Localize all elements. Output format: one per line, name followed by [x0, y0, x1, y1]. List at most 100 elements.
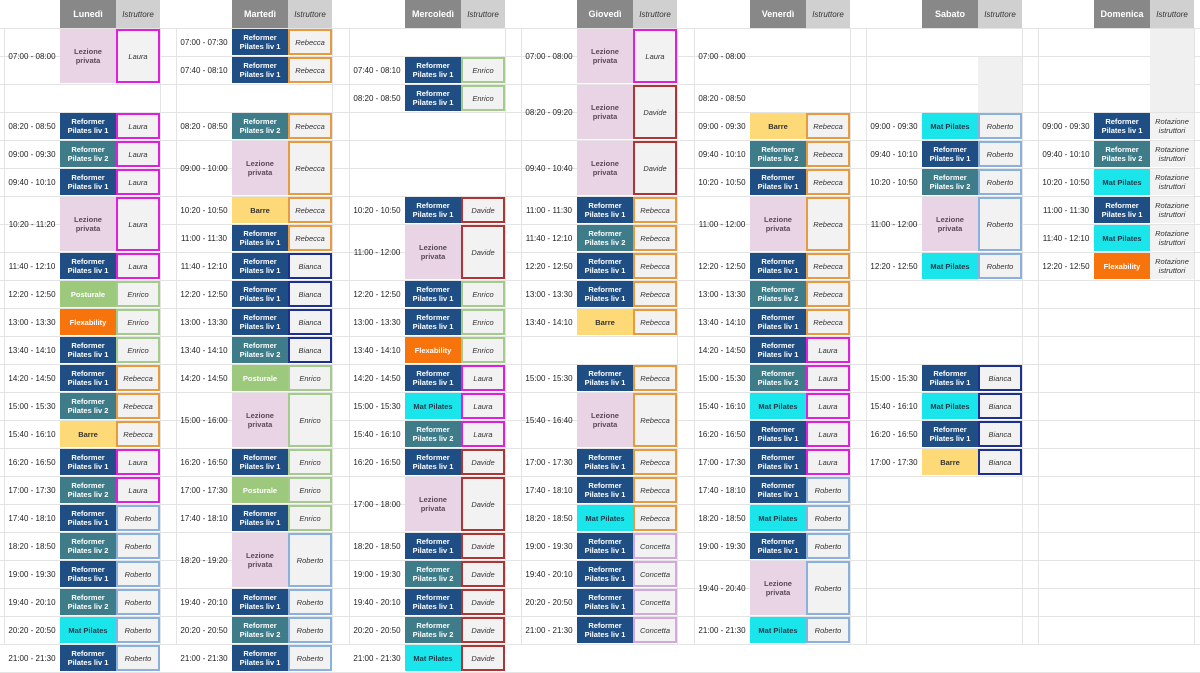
instructor-cell[interactable]: Rebecca [288, 197, 332, 223]
instructor-cell[interactable]: Davide [633, 141, 677, 195]
instructor-cell[interactable]: Roberto [288, 589, 332, 615]
class-cell-reformer-pilates-liv-1[interactable]: Reformer Pilates liv 1 [1094, 113, 1150, 139]
class-cell-lezione-privata[interactable]: Lezione privata [232, 393, 288, 447]
class-cell-reformer-pilates-liv-1[interactable]: Reformer Pilates liv 1 [405, 365, 461, 391]
class-cell-reformer-pilates-liv-1[interactable]: Reformer Pilates liv 1 [577, 449, 633, 475]
class-cell-mat-pilates[interactable]: Mat Pilates [922, 393, 978, 419]
class-cell-lezione-privata[interactable]: Lezione privata [405, 225, 461, 279]
instructor-cell[interactable]: Roberto [978, 253, 1022, 279]
instructor-cell[interactable]: Laura [806, 421, 850, 447]
instructor-cell[interactable]: Rebecca [633, 365, 677, 391]
instructor-cell[interactable]: Enrico [461, 57, 505, 83]
class-cell-reformer-pilates-liv-1[interactable]: Reformer Pilates liv 1 [405, 449, 461, 475]
instructor-cell[interactable]: Rotazione istruttori [1150, 169, 1194, 195]
instructor-cell[interactable]: Bianca [288, 253, 332, 279]
instructor-cell[interactable]: Roberto [806, 617, 850, 643]
instructor-cell[interactable]: Enrico [116, 281, 160, 307]
instructor-cell[interactable]: Roberto [116, 645, 160, 671]
class-cell-reformer-pilates-liv-1[interactable]: Reformer Pilates liv 1 [60, 365, 116, 391]
class-cell-mat-pilates[interactable]: Mat Pilates [405, 393, 461, 419]
instructor-cell[interactable]: Enrico [288, 365, 332, 391]
instructor-cell[interactable]: Rebecca [288, 29, 332, 55]
class-cell-reformer-pilates-liv-1[interactable]: Reformer Pilates liv 1 [60, 253, 116, 279]
class-cell-reformer-pilates-liv-2[interactable]: Reformer Pilates liv 2 [60, 533, 116, 559]
class-cell-reformer-pilates-liv-1[interactable]: Reformer Pilates liv 1 [232, 57, 288, 83]
class-cell-reformer-pilates-liv-1[interactable]: Reformer Pilates liv 1 [232, 589, 288, 615]
instructor-cell[interactable]: Rebecca [806, 281, 850, 307]
class-cell-reformer-pilates-liv-1[interactable]: Reformer Pilates liv 1 [60, 561, 116, 587]
class-cell-reformer-pilates-liv-2[interactable]: Reformer Pilates liv 2 [405, 421, 461, 447]
class-cell-mat-pilates[interactable]: Mat Pilates [60, 617, 116, 643]
instructor-cell[interactable]: Rebecca [633, 281, 677, 307]
class-cell-reformer-pilates-liv-2[interactable]: Reformer Pilates liv 2 [60, 477, 116, 503]
instructor-cell[interactable]: Concetta [633, 533, 677, 559]
class-cell-reformer-pilates-liv-1[interactable]: Reformer Pilates liv 1 [750, 169, 806, 195]
class-cell-reformer-pilates-liv-1[interactable]: Reformer Pilates liv 1 [577, 617, 633, 643]
instructor-cell[interactable]: Concetta [633, 561, 677, 587]
class-cell-reformer-pilates-liv-1[interactable]: Reformer Pilates liv 1 [750, 533, 806, 559]
instructor-cell[interactable]: Enrico [116, 309, 160, 335]
class-cell-lezione-privata[interactable]: Lezione privata [60, 197, 116, 251]
instructor-cell[interactable]: Davide [461, 617, 505, 643]
instructor-cell[interactable]: Rotazione istruttori [1150, 225, 1194, 251]
class-cell-reformer-pilates-liv-1[interactable]: Reformer Pilates liv 1 [750, 253, 806, 279]
instructor-cell[interactable]: Enrico [461, 85, 505, 111]
class-cell-barre[interactable]: Barre [750, 113, 806, 139]
instructor-cell[interactable]: Rebecca [806, 169, 850, 195]
instructor-cell[interactable]: Rebecca [116, 421, 160, 447]
class-cell-posturale[interactable]: Posturale [60, 281, 116, 307]
instructor-cell[interactable]: Rebecca [633, 253, 677, 279]
class-cell-reformer-pilates-liv-2[interactable]: Reformer Pilates liv 2 [750, 365, 806, 391]
instructor-cell[interactable]: Roberto [116, 561, 160, 587]
instructor-cell[interactable]: Laura [116, 113, 160, 139]
class-cell-barre[interactable]: Barre [577, 309, 633, 335]
instructor-cell[interactable]: Rebecca [806, 197, 850, 251]
class-cell-barre[interactable]: Barre [60, 421, 116, 447]
instructor-cell[interactable]: Roberto [288, 645, 332, 671]
instructor-cell[interactable]: Laura [633, 29, 677, 83]
instructor-cell[interactable]: Laura [461, 393, 505, 419]
class-cell-reformer-pilates-liv-1[interactable]: Reformer Pilates liv 1 [577, 589, 633, 615]
instructor-cell[interactable]: Roberto [116, 533, 160, 559]
instructor-cell[interactable]: Enrico [461, 281, 505, 307]
class-cell-reformer-pilates-liv-1[interactable]: Reformer Pilates liv 1 [405, 57, 461, 83]
class-cell-reformer-pilates-liv-1[interactable]: Reformer Pilates liv 1 [577, 477, 633, 503]
instructor-cell[interactable]: Rotazione istruttori [1150, 113, 1194, 139]
class-cell-posturale[interactable]: Posturale [232, 365, 288, 391]
instructor-cell[interactable]: Rebecca [806, 309, 850, 335]
class-cell-lezione-privata[interactable]: Lezione privata [577, 393, 633, 447]
class-cell-mat-pilates[interactable]: Mat Pilates [405, 645, 461, 671]
class-cell-reformer-pilates-liv-2[interactable]: Reformer Pilates liv 2 [60, 393, 116, 419]
class-cell-reformer-pilates-liv-1[interactable]: Reformer Pilates liv 1 [577, 533, 633, 559]
instructor-cell[interactable]: Rebecca [806, 141, 850, 167]
class-cell-mat-pilates[interactable]: Mat Pilates [750, 505, 806, 531]
instructor-cell[interactable]: Davide [461, 197, 505, 223]
class-cell-posturale[interactable]: Posturale [232, 477, 288, 503]
instructor-cell[interactable]: Laura [116, 29, 160, 83]
instructor-cell[interactable]: Bianca [288, 337, 332, 363]
class-cell-reformer-pilates-liv-2[interactable]: Reformer Pilates liv 2 [577, 225, 633, 251]
instructor-cell[interactable]: Roberto [978, 141, 1022, 167]
class-cell-reformer-pilates-liv-1[interactable]: Reformer Pilates liv 1 [60, 505, 116, 531]
class-cell-reformer-pilates-liv-1[interactable]: Reformer Pilates liv 1 [60, 645, 116, 671]
class-cell-reformer-pilates-liv-1[interactable]: Reformer Pilates liv 1 [577, 197, 633, 223]
class-cell-reformer-pilates-liv-2[interactable]: Reformer Pilates liv 2 [750, 141, 806, 167]
instructor-cell[interactable]: Rebecca [633, 449, 677, 475]
class-cell-reformer-pilates-liv-1[interactable]: Reformer Pilates liv 1 [232, 225, 288, 251]
instructor-cell[interactable]: Laura [461, 421, 505, 447]
class-cell-reformer-pilates-liv-1[interactable]: Reformer Pilates liv 1 [60, 337, 116, 363]
class-cell-reformer-pilates-liv-1[interactable]: Reformer Pilates liv 1 [405, 85, 461, 111]
class-cell-reformer-pilates-liv-1[interactable]: Reformer Pilates liv 1 [232, 253, 288, 279]
instructor-cell[interactable]: Roberto [116, 617, 160, 643]
instructor-cell[interactable]: Roberto [288, 533, 332, 587]
instructor-cell[interactable]: Concetta [633, 589, 677, 615]
instructor-cell[interactable]: Laura [806, 393, 850, 419]
instructor-cell[interactable]: Enrico [461, 309, 505, 335]
class-cell-barre[interactable]: Barre [232, 197, 288, 223]
instructor-cell[interactable]: Enrico [288, 449, 332, 475]
class-cell-reformer-pilates-liv-1[interactable]: Reformer Pilates liv 1 [750, 449, 806, 475]
instructor-cell[interactable]: Bianca [288, 281, 332, 307]
class-cell-reformer-pilates-liv-1[interactable]: Reformer Pilates liv 1 [405, 533, 461, 559]
instructor-cell[interactable]: Laura [116, 253, 160, 279]
instructor-cell[interactable]: Rotazione istruttori [1150, 253, 1194, 279]
